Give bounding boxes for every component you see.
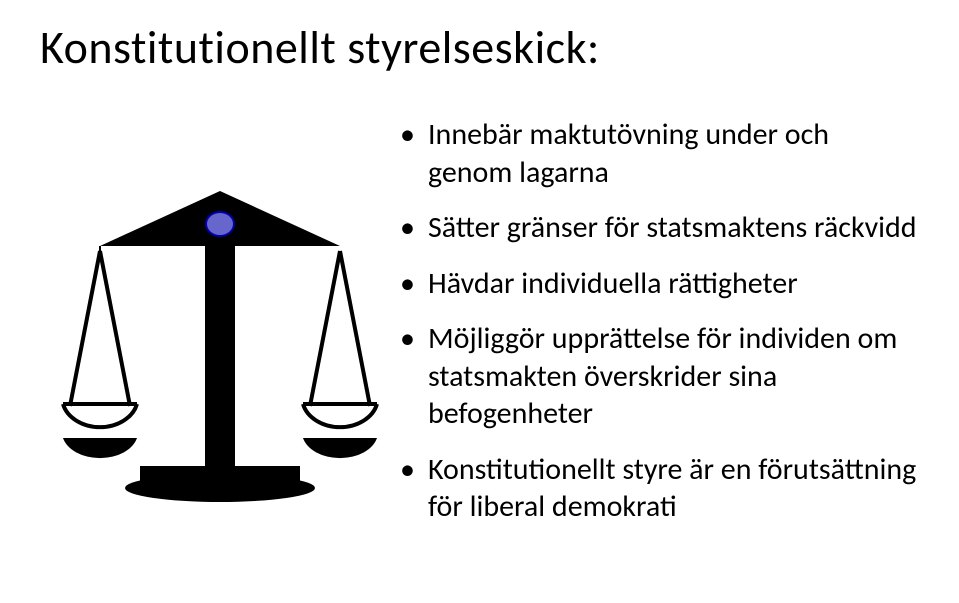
scales-of-justice-icon bbox=[55, 146, 385, 521]
icon-column bbox=[40, 106, 400, 521]
list-item: Konstitutionellt styre är en förutsättni… bbox=[400, 451, 919, 526]
bullet-list-column: Innebär maktutövning under och genom lag… bbox=[400, 106, 919, 544]
page-title: Konstitutionellt styrelseskick: bbox=[40, 20, 919, 76]
list-item: Innebär maktutövning under och genom lag… bbox=[400, 116, 919, 191]
content-row: Innebär maktutövning under och genom lag… bbox=[40, 106, 919, 544]
bullet-list: Innebär maktutövning under och genom lag… bbox=[400, 116, 919, 526]
list-item: Möjliggör upprättelse för individen om s… bbox=[400, 320, 919, 433]
list-item: Hävdar individuella rättigheter bbox=[400, 265, 919, 303]
slide: Konstitutionellt styrelseskick: bbox=[0, 0, 959, 603]
list-item: Sätter gränser för statsmaktens räckvidd bbox=[400, 209, 919, 247]
